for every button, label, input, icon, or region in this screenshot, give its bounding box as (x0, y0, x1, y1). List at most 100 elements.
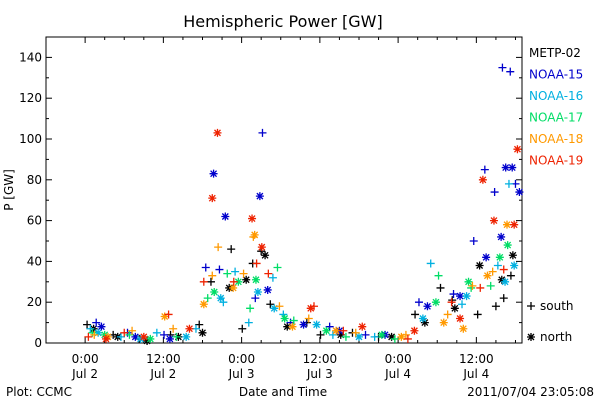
noaa-15-north-point (501, 163, 510, 172)
metp-02-north-point (475, 261, 484, 270)
noaa-17-north-point (377, 330, 386, 339)
noaa-19-north-point (248, 214, 257, 223)
noaa-17-north-point (431, 298, 440, 307)
noaa-17-south-point (341, 332, 350, 341)
noaa-16-south-point (370, 332, 379, 341)
noaa-19-south-point (499, 265, 508, 274)
noaa-18-north-point (229, 283, 238, 292)
noaa-19-north-point (478, 175, 487, 184)
y-tick-label: 60 (27, 214, 42, 228)
noaa-16-north-point (270, 304, 279, 313)
noaa-19-north-point (101, 334, 110, 343)
y-tick-label: 40 (27, 254, 42, 268)
y-tick-label: 120 (19, 91, 42, 105)
footer-timestamp: 2011/07/04 23:05:08 (467, 385, 594, 399)
noaa-19-south-point (403, 334, 412, 343)
x-tick-time: 0:00 (385, 352, 412, 366)
noaa-19-south-point (164, 310, 173, 319)
noaa-19-north-point (510, 220, 519, 229)
metp-02-north-point (336, 330, 345, 339)
legend-entry: NOAA-16 (529, 89, 583, 103)
noaa-17-south-point (273, 263, 282, 272)
series-legend: METP-02 NOAA-15 NOAA-16 NOAA-17 NOAA-18 NOAA-… (529, 46, 583, 168)
noaa-18-south-point (443, 310, 452, 319)
noaa-18-south-point (208, 271, 217, 280)
noaa-16-north-point (312, 320, 321, 329)
y-axis-label: P [GW] (2, 169, 16, 211)
x-tick-date: Jul 2 (149, 367, 176, 381)
noaa-16-south-point (244, 318, 253, 327)
noaa-19-south-point (339, 326, 348, 335)
noaa-18-north-point (503, 220, 512, 229)
noaa-16-south-point (458, 300, 467, 309)
noaa-19-north-point (208, 194, 217, 203)
noaa-15-north-point (423, 302, 432, 311)
legend-entry: METP-02 (529, 46, 581, 60)
noaa-15-south-point (215, 265, 224, 274)
noaa-15-south-point (490, 188, 499, 197)
noaa-18-north-point (288, 322, 297, 331)
noaa-15-north-point (497, 232, 506, 241)
x-tick-time: 12:00 (303, 352, 338, 366)
noaa-17-north-point (503, 241, 512, 250)
noaa-19-north-point (410, 326, 419, 335)
noaa-18-south-point (351, 328, 360, 337)
metp-02-south-point (83, 320, 92, 329)
noaa-19-north-point (213, 128, 222, 137)
metp-02-north-point (450, 304, 459, 313)
noaa-18-north-point (459, 324, 468, 333)
noaa-15-north-point (255, 192, 264, 201)
noaa-18-south-point (275, 302, 284, 311)
noaa-15-north-point (209, 169, 218, 178)
plot-frame (45, 36, 523, 344)
noaa-16-north-point (216, 294, 225, 303)
north-marker-label: north (540, 330, 572, 344)
y-tick-label: 140 (19, 50, 42, 64)
y-tick-label: 0 (34, 336, 42, 350)
noaa-18-north-point (483, 271, 492, 280)
x-tick-date: Jul 4 (384, 367, 411, 381)
noaa-16-south-point (328, 330, 337, 339)
noaa-19-south-point (120, 328, 129, 337)
metp-02-south-point (206, 277, 215, 286)
noaa-15-north-point (456, 292, 465, 301)
noaa-17-south-point (246, 304, 255, 313)
metp-02-north-point (508, 251, 517, 260)
metp-02-south-point (316, 330, 325, 339)
noaa-15-south-point (449, 290, 458, 299)
noaa-15-north-point (482, 253, 491, 262)
metp-02-north-point (242, 275, 251, 284)
noaa-16-south-point (231, 267, 240, 276)
x-tick-date: Jul 2 (71, 367, 98, 381)
noaa-18-south-point (214, 243, 223, 252)
noaa-17-north-point (210, 288, 219, 296)
x-tick-time: 0:00 (228, 352, 255, 366)
noaa-18-north-point (250, 230, 259, 239)
noaa-15-south-point (201, 263, 210, 272)
noaa-17-north-point (322, 326, 331, 335)
noaa-17-south-point (203, 294, 212, 303)
noaa-15-south-point (251, 294, 260, 303)
noaa-15-south-point (325, 322, 334, 331)
marker-legend: south north (527, 299, 574, 344)
metp-02-north-point (420, 318, 429, 327)
noaa-17-south-point (486, 281, 495, 290)
noaa-15-south-point (160, 330, 169, 339)
x-tick-date: Jul 3 (306, 367, 333, 381)
noaa-19-south-point (476, 283, 485, 292)
legend-entry: NOAA-18 (529, 132, 583, 146)
noaa-16-south-point (504, 179, 513, 188)
noaa-15-north-point (263, 285, 272, 294)
south-marker-label: south (540, 299, 574, 313)
noaa-17-south-point (289, 316, 298, 325)
noaa-15-north-point (221, 212, 230, 221)
noaa-18-north-point (199, 300, 208, 309)
metp-02-south-point (506, 271, 515, 280)
noaa-16-north-point (354, 332, 363, 341)
noaa-17-north-point (280, 314, 289, 323)
noaa-19-north-point (139, 332, 148, 341)
noaa-16-south-point (426, 259, 435, 268)
noaa-17-south-point (434, 271, 443, 280)
noaa-19-south-point (84, 332, 93, 341)
